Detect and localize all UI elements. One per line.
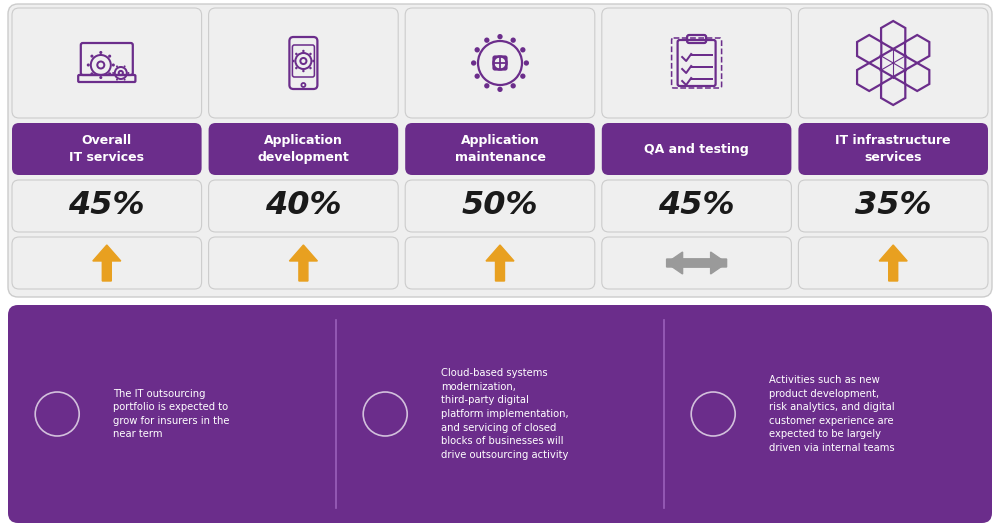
Circle shape (295, 53, 298, 55)
Circle shape (302, 70, 305, 72)
FancyBboxPatch shape (798, 180, 988, 232)
FancyBboxPatch shape (798, 237, 988, 289)
Circle shape (309, 53, 312, 55)
Text: 40%: 40% (265, 191, 342, 221)
Circle shape (312, 60, 315, 62)
Circle shape (116, 65, 118, 67)
Text: IT infrastructure
services: IT infrastructure services (835, 134, 951, 164)
FancyBboxPatch shape (602, 237, 791, 289)
FancyBboxPatch shape (405, 8, 595, 118)
Circle shape (497, 34, 503, 39)
Circle shape (511, 38, 516, 43)
Text: Cloud-based systems
modernization,
third-party digital
platform implementation,
: Cloud-based systems modernization, third… (441, 368, 569, 460)
FancyArrow shape (667, 252, 727, 274)
Circle shape (90, 55, 93, 58)
Circle shape (87, 64, 90, 66)
FancyBboxPatch shape (8, 305, 992, 523)
FancyBboxPatch shape (209, 237, 398, 289)
Text: 45%: 45% (68, 191, 145, 221)
Circle shape (520, 73, 525, 79)
FancyBboxPatch shape (12, 123, 202, 175)
FancyBboxPatch shape (602, 8, 791, 118)
Circle shape (90, 72, 93, 75)
Circle shape (108, 72, 111, 75)
Circle shape (302, 50, 305, 52)
FancyArrow shape (879, 245, 907, 281)
Text: Overall
IT services: Overall IT services (69, 134, 144, 164)
FancyBboxPatch shape (798, 123, 988, 175)
Circle shape (497, 87, 503, 92)
FancyArrow shape (486, 245, 514, 281)
Circle shape (99, 76, 102, 79)
FancyBboxPatch shape (405, 180, 595, 232)
Circle shape (292, 60, 295, 62)
Circle shape (524, 61, 529, 66)
Text: QA and testing: QA and testing (644, 142, 749, 156)
Text: 50%: 50% (462, 191, 538, 221)
Circle shape (124, 79, 126, 81)
Circle shape (99, 51, 102, 54)
FancyBboxPatch shape (209, 123, 398, 175)
Text: 45%: 45% (658, 191, 735, 221)
FancyBboxPatch shape (12, 180, 202, 232)
Circle shape (475, 47, 480, 53)
Circle shape (309, 67, 312, 70)
FancyBboxPatch shape (8, 4, 992, 297)
FancyBboxPatch shape (602, 180, 791, 232)
FancyBboxPatch shape (602, 123, 791, 175)
Circle shape (116, 79, 118, 81)
FancyBboxPatch shape (209, 180, 398, 232)
FancyBboxPatch shape (12, 8, 202, 118)
Circle shape (484, 38, 489, 43)
Circle shape (471, 61, 476, 66)
Text: Application
maintenance: Application maintenance (454, 134, 546, 164)
Circle shape (484, 83, 489, 89)
Circle shape (112, 64, 115, 66)
Circle shape (475, 73, 480, 79)
Circle shape (520, 47, 525, 53)
FancyArrow shape (667, 252, 727, 274)
FancyBboxPatch shape (798, 8, 988, 118)
Text: 35%: 35% (855, 191, 932, 221)
Circle shape (112, 72, 114, 74)
Text: Application
development: Application development (258, 134, 349, 164)
Circle shape (511, 83, 516, 89)
Circle shape (295, 67, 298, 70)
FancyBboxPatch shape (209, 8, 398, 118)
Text: Activities such as new
product development,
risk analytics, and digital
customer: Activities such as new product developme… (769, 375, 895, 453)
FancyArrow shape (93, 245, 121, 281)
FancyBboxPatch shape (405, 237, 595, 289)
FancyBboxPatch shape (405, 123, 595, 175)
FancyBboxPatch shape (12, 237, 202, 289)
Circle shape (124, 65, 126, 67)
FancyArrow shape (289, 245, 317, 281)
Circle shape (127, 72, 129, 74)
Text: The IT outsourcing
portfolio is expected to
grow for insurers in the
near term: The IT outsourcing portfolio is expected… (113, 389, 229, 439)
Circle shape (108, 55, 111, 58)
